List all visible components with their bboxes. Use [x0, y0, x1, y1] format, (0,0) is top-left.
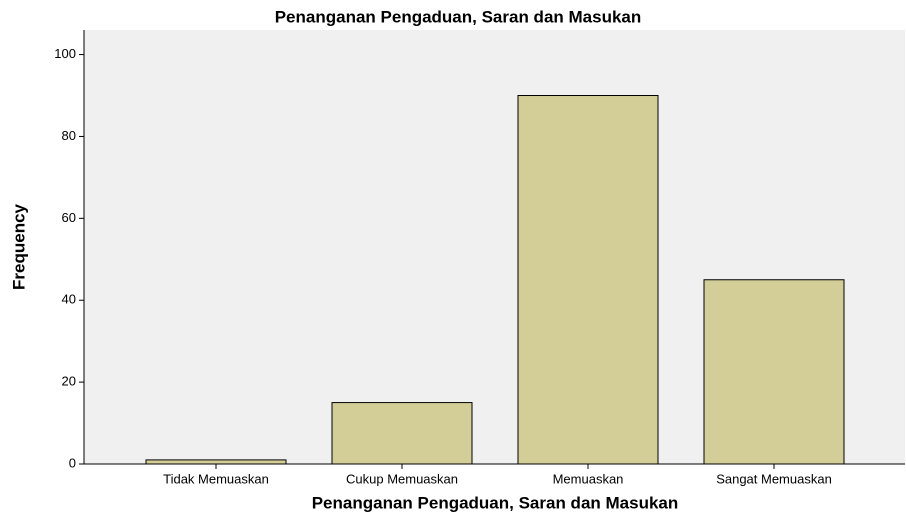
- y-tick-label: 20: [62, 374, 76, 389]
- y-tick-label: 60: [62, 210, 76, 225]
- y-tick-label: 0: [69, 455, 76, 470]
- chart-title: Penanganan Pengaduan, Saran dan Masukan: [275, 7, 642, 26]
- bar: [145, 459, 287, 465]
- x-tick-label: Cukup Memuaskan: [346, 471, 458, 486]
- bar: [331, 402, 473, 465]
- y-tick-label: 40: [62, 292, 76, 307]
- bar: [703, 279, 845, 465]
- x-tick-label: Memuaskan: [553, 471, 624, 486]
- y-tick-label: 80: [62, 128, 76, 143]
- x-axis-label: Penanganan Pengaduan, Saran dan Masukan: [312, 493, 679, 512]
- y-axis-label: Frequency: [9, 203, 28, 290]
- x-tick-label: Tidak Memuaskan: [163, 471, 269, 486]
- x-tick-label: Sangat Memuaskan: [716, 471, 832, 486]
- bar: [517, 95, 659, 465]
- y-tick-label: 100: [54, 46, 76, 61]
